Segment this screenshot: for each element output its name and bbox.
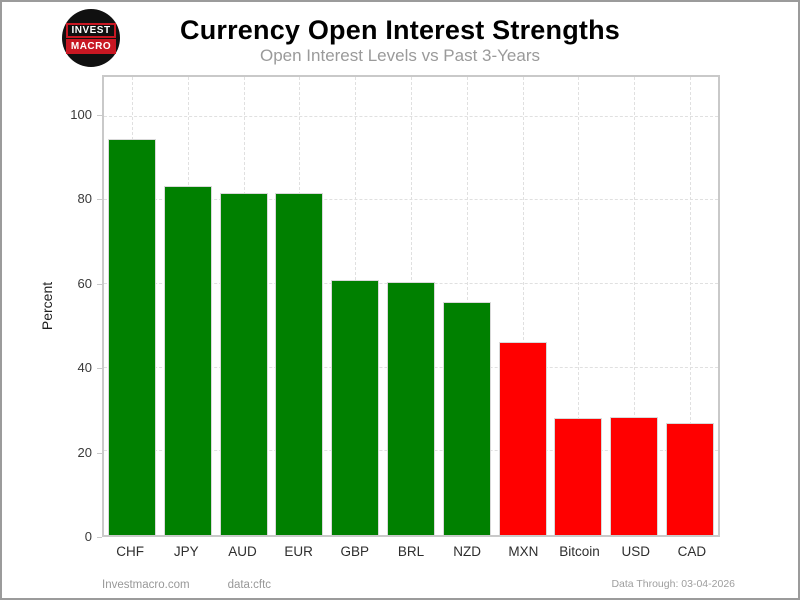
gridline-v-Bitcoin [578,77,580,535]
logo-text-macro: MACRO [65,38,117,54]
y-tick-label-100: 100 [70,107,92,123]
x-tick-label-JPY: JPY [173,544,199,559]
bar-USD [610,416,659,535]
bar-MXN [498,342,547,535]
bar-BRL [387,282,435,535]
plot-area [102,75,720,537]
x-axis-tick-labels: CHF JPY AUD EUR GBP BRL NZD MXN Bitcoin USD CAD [102,544,720,564]
footer-left: Investmacro.com data:cftc [102,579,271,591]
x-tick-label-EUR: EUR [284,544,313,559]
x-tick-label-CHF: CHF [116,544,144,559]
y-axis-tick-labels: 0 20 40 60 80 100 [2,75,92,544]
x-tick-label-AUD: AUD [228,544,257,559]
chart-subtitle: Open Interest Levels vs Past 3-Years [259,46,541,65]
footer-data-source: data:cftc [227,579,272,591]
bar-Bitcoin [554,417,603,535]
bar-CHF [107,138,156,535]
bar-GBP [331,280,380,535]
x-tick-label-CAD: CAD [677,544,707,559]
y-tick-label-60: 60 [77,275,92,291]
gridline-v-MXN [522,77,524,535]
investmacro-logo: INVEST MACRO [62,9,120,67]
bar-JPY [163,185,212,535]
y-tick-mark-40 [97,368,102,370]
y-tick-label-40: 40 [77,360,92,376]
bar-NZD [442,302,491,535]
gridline-v-CAD [690,77,692,535]
y-tick-mark-80 [97,199,102,201]
x-tick-label-NZD: NZD [453,544,482,559]
x-tick-label-USD: USD [621,544,650,559]
y-tick-mark-20 [97,452,102,454]
bar-CAD [666,423,715,535]
y-tick-label-80: 80 [77,191,92,207]
x-tick-label-Bitcoin: Bitcoin [559,544,600,559]
y-tick-mark-60 [97,283,102,285]
footer-data-through: Data Through: 03-04-2026 [611,578,735,590]
logo-text-invest: INVEST [66,22,116,38]
bar-EUR [275,192,324,535]
y-tick-mark-100 [97,115,102,117]
x-tick-label-BRL: BRL [397,544,425,559]
y-tick-label-0: 0 [84,529,92,544]
chart-title: Currency Open Interest Strengths [180,15,620,45]
x-tick-label-GBP: GBP [340,544,370,559]
y-tick-label-20: 20 [77,444,92,460]
y-tick-mark-0 [97,537,102,538]
gridline-v-USD [634,77,636,535]
x-tick-label-MXN: MXN [508,544,539,559]
bar-AUD [219,193,268,535]
footer-site: Investmacro.com [102,579,190,591]
